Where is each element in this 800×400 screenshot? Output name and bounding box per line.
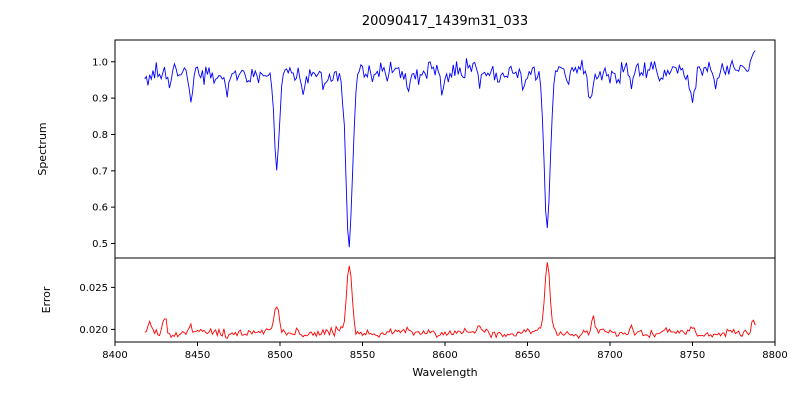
error-y-axis-label: Error (40, 286, 53, 313)
y-tick-label: 1.0 (92, 57, 108, 68)
y-tick-label: 0.025 (79, 283, 108, 294)
x-axis-label: Wavelength (412, 366, 477, 379)
x-tick-label: 8600 (432, 350, 457, 361)
y-tick-label: 0.020 (79, 325, 108, 336)
spectrum-panel-border (114, 39, 776, 259)
x-tick-label: 8450 (185, 350, 210, 361)
error-line (144, 262, 756, 340)
y-tick-label: 0.6 (92, 203, 108, 214)
x-tick-label: 8500 (267, 350, 292, 361)
x-tick-label: 8700 (597, 350, 622, 361)
x-tick-label: 8750 (680, 350, 705, 361)
y-tick-label: 0.9 (92, 94, 108, 105)
spectrum-line (144, 50, 756, 248)
y-tick-label: 0.7 (92, 166, 108, 177)
x-tick-label: 8650 (515, 350, 540, 361)
x-tick-label: 8800 (762, 350, 787, 361)
x-tick-label: 8550 (350, 350, 375, 361)
y-tick-label: 0.5 (92, 239, 108, 250)
chart-title: 20090417_1439m31_033 (362, 14, 528, 29)
error-panel-border (114, 257, 776, 343)
spectrum-y-axis-label: Spectrum (36, 122, 49, 175)
x-tick-label: 8400 (102, 350, 127, 361)
y-tick-label: 0.8 (92, 130, 108, 141)
